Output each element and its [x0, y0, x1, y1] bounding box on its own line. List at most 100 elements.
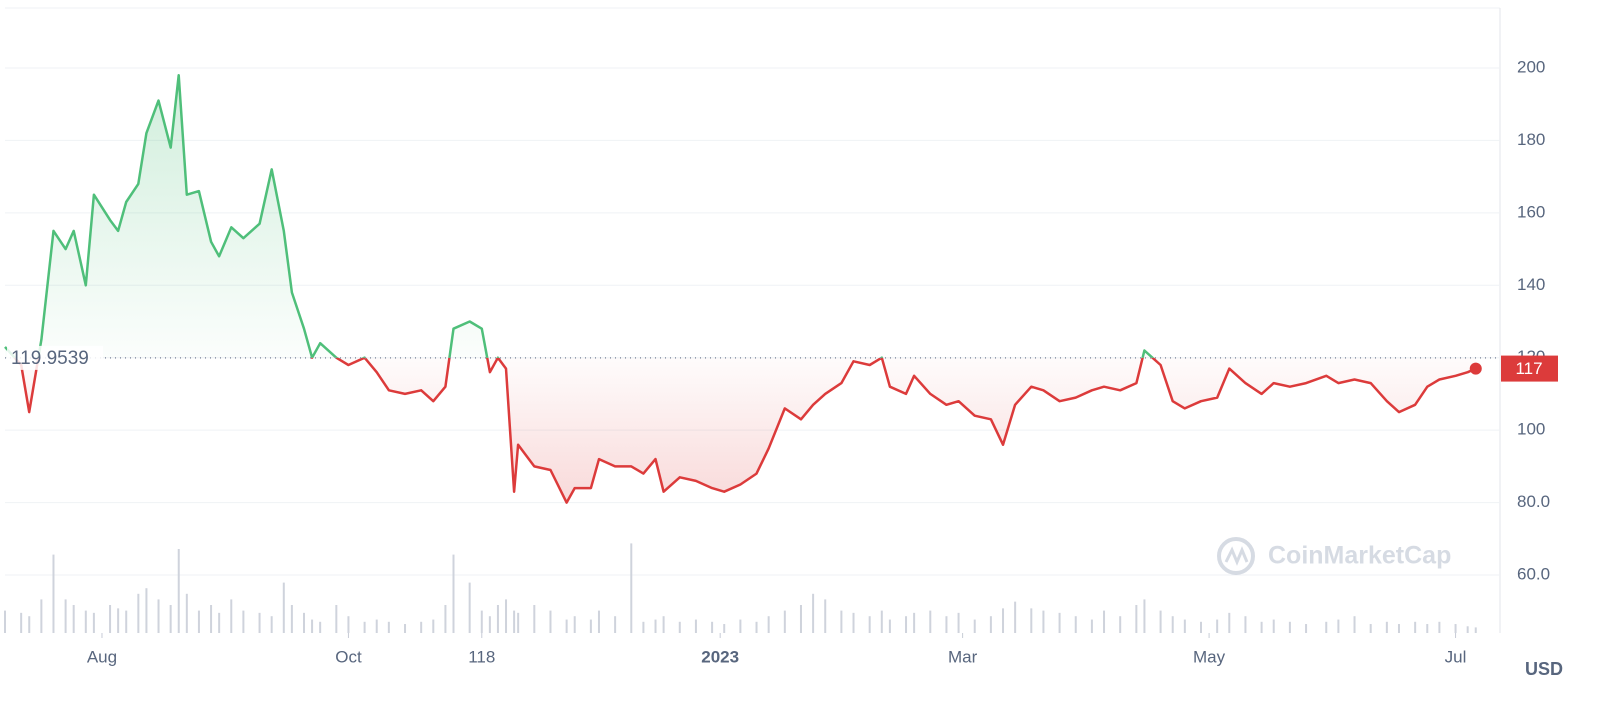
- volume-bar: [678, 621, 681, 633]
- price-line-up: [4, 73, 1155, 358]
- volume-bar: [444, 605, 447, 633]
- x-tick-label: Jul: [1445, 647, 1467, 666]
- volume-bar: [1090, 619, 1093, 633]
- volume-bar: [852, 612, 855, 633]
- x-tick-label: Oct: [335, 647, 362, 666]
- volume-bar: [1171, 616, 1174, 633]
- volume-bar: [375, 619, 378, 633]
- volume-bar: [929, 610, 932, 633]
- volume-bar: [1183, 619, 1186, 633]
- volume-bar: [1042, 610, 1045, 633]
- volume-bar: [824, 599, 827, 633]
- y-tick-label: 160: [1517, 202, 1545, 221]
- volume-bar: [783, 610, 786, 633]
- current-dot: [1469, 362, 1482, 375]
- volume-bar: [1337, 619, 1340, 633]
- volume-bar: [145, 588, 148, 633]
- volume-bar: [432, 619, 435, 633]
- volume-bar: [230, 599, 233, 633]
- volume-bar: [290, 605, 293, 633]
- volume-bar: [387, 621, 390, 633]
- volume-bar: [488, 616, 491, 633]
- volume-bar: [20, 612, 23, 633]
- volume-bar: [505, 599, 508, 633]
- volume-bar: [723, 624, 726, 633]
- volume-bar: [468, 582, 471, 633]
- volume-bar: [533, 605, 536, 633]
- volume-bar: [335, 605, 338, 633]
- volume-bar: [1397, 624, 1400, 633]
- volume-bar: [913, 612, 916, 633]
- volume-bar: [989, 616, 992, 633]
- volume-bar: [347, 616, 350, 633]
- x-tick-label: May: [1193, 647, 1226, 666]
- volume-bar: [630, 543, 633, 633]
- volume-bar: [72, 605, 75, 633]
- area-down: [5, 357, 1476, 503]
- volume-bar: [197, 610, 200, 633]
- volume-bar: [812, 593, 815, 633]
- volume-bar: [169, 605, 172, 633]
- price-line-down: [13, 357, 1477, 504]
- volume-bar: [303, 612, 305, 633]
- volume-bar: [404, 624, 407, 633]
- volume-bar: [480, 610, 483, 633]
- volume-bar: [1438, 621, 1441, 633]
- volume-bar: [614, 616, 617, 633]
- volume-bar: [1426, 624, 1429, 633]
- x-tick-label: Aug: [87, 647, 117, 666]
- volume-bar: [517, 612, 520, 633]
- volume-bar: [177, 549, 180, 633]
- y-tick-label: 180: [1517, 130, 1545, 149]
- volume-bar: [973, 619, 976, 633]
- volume-bar: [1353, 616, 1356, 633]
- volume-bar: [109, 605, 112, 633]
- volume-bar: [739, 619, 742, 633]
- volume-bar: [242, 610, 245, 633]
- volume-bar: [1030, 608, 1033, 633]
- volume-bar: [218, 612, 221, 633]
- volume-bar: [1305, 624, 1308, 633]
- volume-bar: [513, 610, 516, 633]
- volume-bar: [311, 619, 314, 633]
- volume-bar: [1200, 621, 1202, 633]
- x-tick-label: Mar: [948, 647, 978, 666]
- volume-bar: [1474, 627, 1477, 633]
- volume-bar: [52, 554, 55, 633]
- volume-bar: [1143, 599, 1146, 633]
- volume-bar: [1228, 612, 1231, 633]
- current-price-label: 117: [1515, 359, 1542, 378]
- volume-bar: [258, 612, 261, 633]
- volume-bar: [1369, 624, 1372, 633]
- volume-bar: [319, 621, 322, 633]
- watermark: CoinMarketCap: [1217, 537, 1451, 575]
- volume-bar: [270, 616, 273, 633]
- volume-bar: [157, 599, 160, 633]
- volume-bar: [282, 582, 285, 633]
- volume-bar: [711, 621, 714, 633]
- volume-bar: [1454, 624, 1457, 633]
- volume-bar: [549, 610, 552, 633]
- volume-bar: [1103, 610, 1106, 633]
- volume-bar: [662, 616, 665, 633]
- y-tick-label: 140: [1517, 275, 1545, 294]
- volume-bar: [597, 610, 600, 633]
- volume-bar: [210, 605, 213, 633]
- volume-bar: [117, 608, 120, 633]
- volume-bar: [1244, 616, 1247, 633]
- y-tick-label: 100: [1517, 420, 1545, 439]
- volume-bar: [880, 610, 883, 633]
- x-tick-label: 118: [468, 647, 495, 666]
- volume-bar: [694, 619, 697, 633]
- volume-bar: [452, 554, 455, 633]
- volume-bar: [1002, 608, 1005, 633]
- volume-bar: [945, 616, 948, 633]
- volume-bar: [1414, 621, 1417, 633]
- volume-bar: [363, 621, 366, 633]
- volume-bar: [84, 610, 87, 633]
- volume-bar: [1119, 616, 1122, 633]
- volume-bar: [185, 593, 188, 633]
- watermark-text: CoinMarketCap: [1268, 542, 1451, 570]
- volume-bar: [92, 612, 95, 633]
- volume-bar: [888, 619, 891, 633]
